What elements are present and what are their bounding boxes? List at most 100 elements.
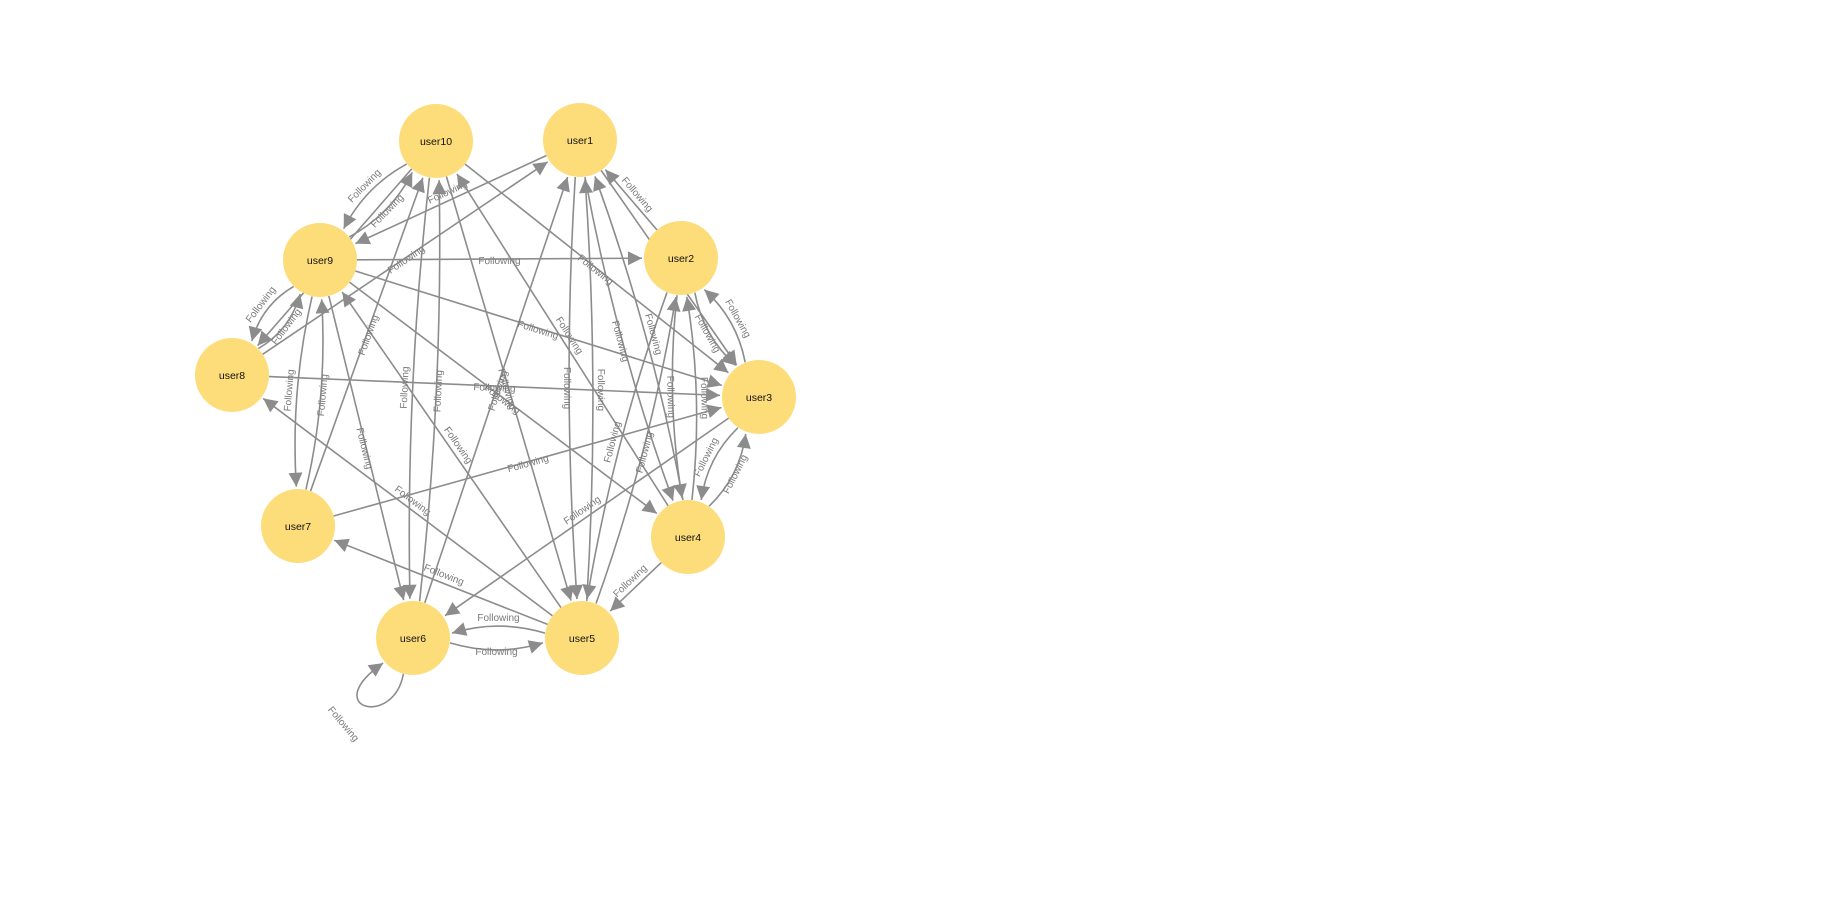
edge-user5-to-user6[interactable]: Following xyxy=(451,613,546,636)
edge-label: Following xyxy=(432,370,445,413)
edge-line xyxy=(595,296,681,604)
edge-line xyxy=(333,404,722,517)
node-circle[interactable] xyxy=(283,223,357,297)
edge-line xyxy=(584,176,675,501)
edge-line xyxy=(593,176,684,501)
edge-line xyxy=(444,417,730,617)
node-user5[interactable]: user5 xyxy=(545,601,619,675)
edge-line xyxy=(262,161,549,355)
edge-line xyxy=(696,427,739,501)
node-circle[interactable] xyxy=(261,489,335,563)
edge-line xyxy=(402,177,431,599)
edge-line xyxy=(309,177,425,492)
node-user6[interactable]: user6 xyxy=(376,601,450,675)
edge-label: Following xyxy=(692,313,722,355)
edge-user2-to-user4[interactable]: Following xyxy=(664,295,687,499)
edge-line xyxy=(355,154,547,245)
edge-label: Following xyxy=(477,613,519,624)
edge-line xyxy=(418,180,447,602)
edge-user4-to-user5[interactable]: Following xyxy=(609,561,662,612)
edge-line xyxy=(703,289,746,363)
node-user2[interactable]: user2 xyxy=(644,221,718,295)
edge-label: Following xyxy=(635,431,656,475)
edge-label: Following xyxy=(516,319,560,342)
edge-line xyxy=(356,662,405,708)
node-circle[interactable] xyxy=(722,360,796,434)
edge-label: Following xyxy=(478,256,520,267)
edge-user4-to-user10[interactable]: Following xyxy=(456,173,669,507)
node-label: user10 xyxy=(420,136,452,148)
edge-line xyxy=(356,251,643,266)
edge-user9-to-user7[interactable]: Following xyxy=(282,296,313,487)
node-label: user4 xyxy=(675,532,701,544)
edge-label: Following xyxy=(282,369,296,412)
edge-line xyxy=(456,173,669,507)
edge-user7-to-user9[interactable]: Following xyxy=(305,299,331,490)
node-label: user2 xyxy=(668,253,694,265)
edge-label: Following xyxy=(357,314,382,357)
node-label: user5 xyxy=(569,633,595,645)
edge-line xyxy=(445,176,574,601)
edge-user2-to-user1[interactable]: Following xyxy=(604,169,658,231)
edge-line xyxy=(341,291,562,609)
edge-user6-to-user5[interactable]: Following xyxy=(449,640,544,658)
node-circle[interactable] xyxy=(644,221,718,295)
edge-line xyxy=(424,176,570,604)
node-circle[interactable] xyxy=(545,601,619,675)
node-circle[interactable] xyxy=(651,500,725,574)
node-circle[interactable] xyxy=(376,601,450,675)
edge-user5-to-user9[interactable]: Following xyxy=(341,291,562,609)
edge-user7-to-user3[interactable]: Following xyxy=(333,404,722,517)
edge-line xyxy=(343,163,408,230)
node-user4[interactable]: user4 xyxy=(651,500,725,574)
node-circle[interactable] xyxy=(543,103,617,177)
node-user8[interactable]: user8 xyxy=(195,338,269,412)
node-label: user8 xyxy=(219,370,245,382)
edge-line xyxy=(568,176,583,600)
edge-line xyxy=(268,375,721,402)
node-user9[interactable]: user9 xyxy=(283,223,357,297)
edge-label: Following xyxy=(346,167,383,205)
edge-line xyxy=(694,292,737,366)
edge-line xyxy=(609,561,662,612)
edge-label: Following xyxy=(721,453,750,496)
edge-user6-to-user10[interactable]: Following xyxy=(418,180,447,602)
edge-line xyxy=(682,296,698,500)
edge-user8-to-user3[interactable]: Following xyxy=(268,375,721,402)
edge-line xyxy=(248,285,295,342)
edge-line xyxy=(349,281,658,515)
node-user3[interactable]: user3 xyxy=(722,360,796,434)
node-label: user7 xyxy=(285,521,311,533)
edge-user1-to-user5[interactable]: Following xyxy=(561,176,583,600)
edge-label: Following xyxy=(422,563,465,589)
edge-label: Following xyxy=(619,175,655,214)
edge-line xyxy=(582,292,668,600)
edge-label: Following xyxy=(664,376,676,419)
edge-label: Following xyxy=(722,298,752,340)
edge-line xyxy=(451,622,546,636)
edge-label: Following xyxy=(611,563,649,600)
edge-line xyxy=(449,640,544,654)
edge-line xyxy=(328,295,408,601)
edge-line xyxy=(604,169,658,231)
node-user7[interactable]: user7 xyxy=(261,489,335,563)
edge-label: Following xyxy=(561,367,572,409)
node-label: user3 xyxy=(746,392,772,404)
node-label: user1 xyxy=(567,135,593,147)
edge-line xyxy=(305,299,330,490)
node-label: user6 xyxy=(400,633,426,645)
edge-user9-to-user2[interactable]: Following xyxy=(356,251,643,267)
edge-user6-to-user6[interactable]: Following xyxy=(325,662,405,744)
edge-label: Following xyxy=(475,647,517,658)
edge-line xyxy=(355,270,723,388)
node-user10[interactable]: user10 xyxy=(399,104,473,178)
node-circle[interactable] xyxy=(399,104,473,178)
edge-line xyxy=(708,433,751,507)
node-user1[interactable]: user1 xyxy=(543,103,617,177)
edge-label: Following xyxy=(473,382,516,395)
node-circle[interactable] xyxy=(195,338,269,412)
edge-user10-to-user6[interactable]: Following xyxy=(399,177,431,599)
node-label: user9 xyxy=(307,255,333,267)
edge-line xyxy=(464,163,729,374)
